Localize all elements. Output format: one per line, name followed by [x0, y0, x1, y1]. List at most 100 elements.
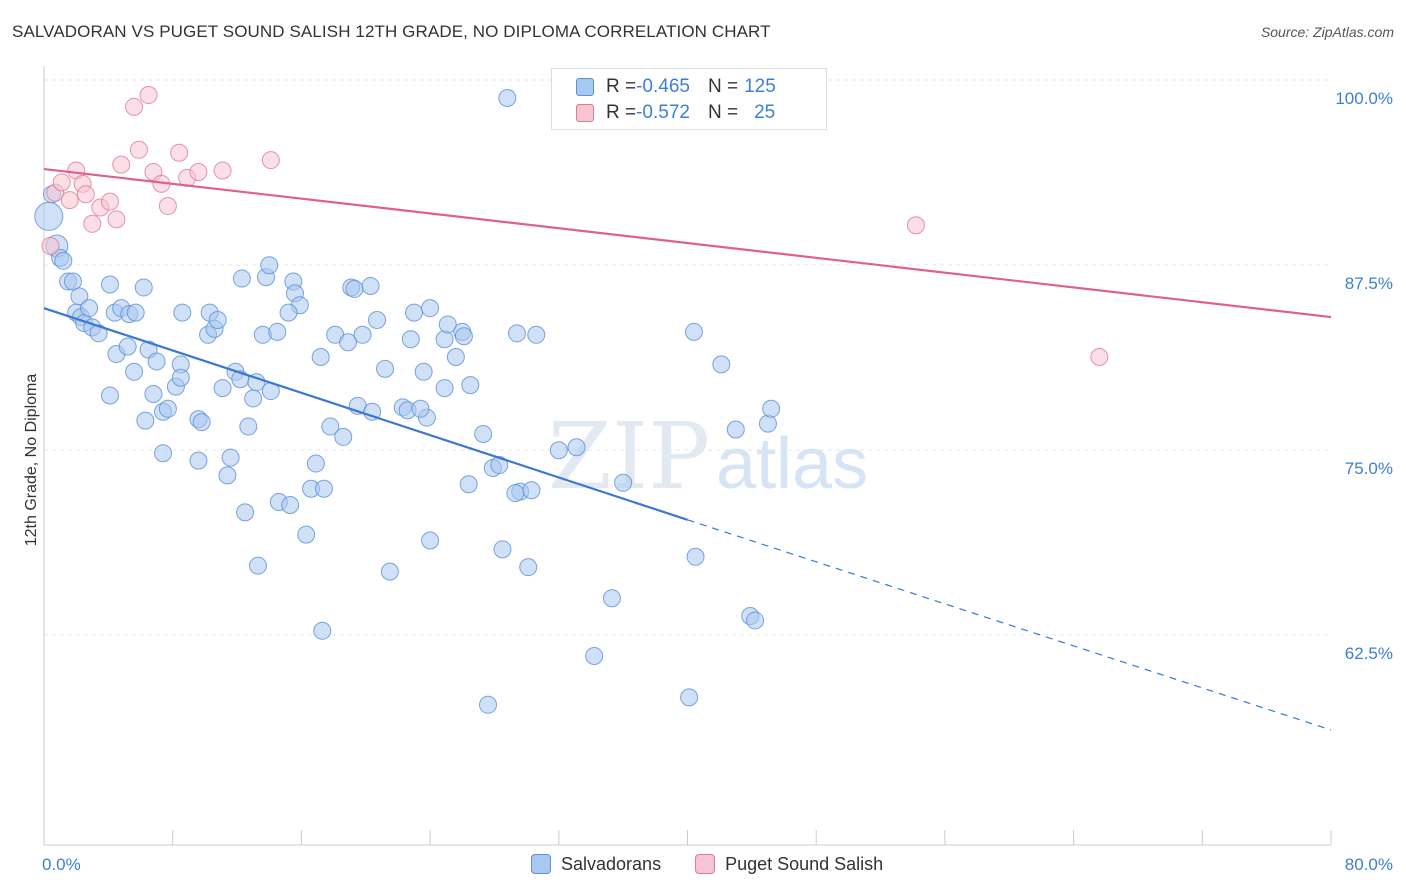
salvadorans-point — [334, 427, 353, 446]
salvadorans-point — [126, 303, 145, 322]
salvadorans-point — [361, 276, 380, 295]
salvadorans-point — [281, 496, 300, 514]
n-label: N = — [707, 102, 739, 123]
salvadorans-point — [89, 324, 108, 343]
salvadorans-point — [118, 337, 137, 356]
salvadorans-point — [297, 525, 316, 544]
salvadorans-point — [100, 275, 119, 294]
salvadorans-point — [522, 481, 541, 500]
salvadorans-point — [213, 379, 232, 398]
salvadorans-point — [363, 402, 382, 421]
salvadorans-point — [527, 325, 546, 344]
salvadorans-point — [585, 646, 604, 665]
x-tick-label: 80.0% — [1345, 855, 1393, 874]
salvadorans-trend-line — [43, 307, 688, 521]
salvadorans-point — [218, 466, 237, 485]
legend-swatch-salvadorans — [531, 854, 551, 874]
watermark: ZIP atlas — [548, 403, 868, 510]
source-label: Source: ZipAtlas.com — [1260, 24, 1394, 40]
watermark-atlas: atlas — [716, 424, 868, 504]
salvadorans-point — [236, 503, 255, 522]
series-legend: Salvadorans Puget Sound Salish — [531, 852, 917, 876]
puget-sound-salish-point — [158, 197, 177, 216]
legend-label-salvadorans: Salvadorans — [561, 853, 662, 874]
x-tick-label: 0.0% — [42, 855, 81, 874]
salvadorans-point — [614, 473, 633, 492]
salvadorans-point — [461, 376, 480, 395]
salvadorans-point — [454, 327, 473, 346]
salvadorans-point — [680, 688, 699, 707]
legend-swatch-puget-sound-salish — [695, 854, 716, 874]
legend-swatch-puget-sound-salish — [576, 104, 594, 122]
salvadorans-point — [100, 386, 119, 405]
salvadorans-point — [405, 303, 424, 322]
puget-sound-salish-point — [129, 140, 148, 159]
salvadorans-point — [421, 299, 440, 318]
salvadorans-point — [125, 362, 144, 381]
salvadorans-point — [136, 411, 155, 430]
salvadorans-point — [438, 315, 457, 334]
salvadorans-point — [479, 695, 498, 714]
salvadorans-point — [144, 385, 163, 403]
puget-sound-salish-point — [52, 173, 71, 192]
n-label: N = — [707, 76, 739, 97]
salvadorans-point — [684, 322, 703, 341]
series-puget-sound-salish — [41, 86, 1109, 366]
salvadorans-trend-line-extension — [687, 519, 1332, 731]
salvadorans-point — [173, 303, 192, 322]
puget-sound-salish-point — [906, 216, 925, 235]
salvadorans-point — [490, 456, 509, 475]
salvadorans-point — [686, 547, 705, 566]
puget-sound-salish-point — [83, 214, 102, 233]
salvadorans-point — [519, 558, 538, 577]
legend-item-puget-sound-salish[interactable]: Puget Sound Salish — [695, 854, 883, 875]
salvadorans-point — [435, 330, 454, 349]
salvadorans-point — [279, 303, 298, 322]
legend-item-salvadorans[interactable]: Salvadorans — [531, 854, 661, 875]
series-salvadorans — [34, 89, 781, 714]
r-value: -0.465 — [636, 76, 690, 97]
salvadorans-point — [567, 438, 586, 457]
salvadorans-point — [746, 611, 765, 630]
salvadorans-point — [353, 325, 372, 344]
legend-label-puget-sound-salish: Puget Sound Salish — [725, 853, 884, 874]
salvadorans-point — [712, 355, 731, 374]
salvadorans-point — [247, 373, 266, 392]
salvadorans-point — [758, 414, 777, 433]
y-tick-label: 75.0% — [1345, 459, 1393, 478]
salvadorans-point — [244, 389, 263, 408]
salvadorans-point — [321, 417, 340, 436]
puget-sound-salish-point — [189, 163, 208, 181]
salvadorans-point — [421, 531, 440, 550]
puget-sound-salish-point — [213, 161, 232, 180]
salvadorans-point — [154, 444, 173, 463]
salvadorans-point — [306, 454, 325, 473]
salvadorans-point — [602, 589, 621, 608]
salvadorans-point — [726, 420, 745, 439]
salvadorans-point — [248, 556, 267, 575]
salvadorans-point — [411, 399, 430, 418]
puget-sound-salish-point — [60, 191, 79, 210]
puget-sound-salish-point — [125, 97, 144, 116]
salvadorans-point — [253, 325, 272, 344]
y-tick-label: 87.5% — [1345, 274, 1393, 293]
puget-sound-salish-point — [107, 210, 126, 229]
puget-sound-salish-point — [1090, 348, 1109, 366]
salvadorans-point — [339, 333, 358, 352]
puget-sound-salish-point — [41, 237, 60, 255]
stats-row-salvadorans: R = -0.465 N = 125 — [576, 75, 776, 99]
salvadorans-point — [192, 413, 211, 432]
y-tick-label: 62.5% — [1345, 644, 1393, 663]
salvadorans-point — [549, 441, 568, 460]
salvadorans-point — [493, 540, 512, 559]
salvadorans-point — [63, 272, 82, 291]
trend-lines — [43, 167, 1332, 731]
salvadorans-point — [380, 562, 399, 581]
salvadorans-point — [446, 348, 465, 366]
n-value: 125 — [744, 76, 776, 97]
salvadorans-point — [34, 201, 64, 231]
salvadorans-point — [459, 475, 478, 494]
salvadorans-point — [762, 399, 781, 418]
salvadorans-point — [345, 279, 364, 298]
salvadorans-point — [268, 322, 287, 341]
